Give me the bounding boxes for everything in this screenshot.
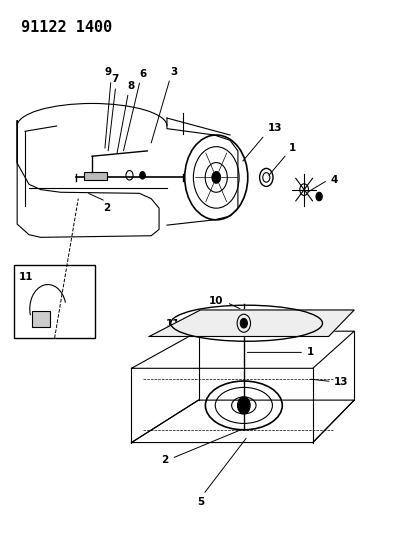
Text: 4: 4 [330, 174, 337, 184]
Text: 13: 13 [334, 376, 349, 386]
Text: 91122 1400: 91122 1400 [21, 20, 112, 35]
Text: 1: 1 [289, 142, 297, 152]
Polygon shape [149, 310, 354, 336]
Text: 3: 3 [170, 67, 178, 77]
Circle shape [140, 172, 145, 179]
Circle shape [237, 397, 250, 414]
Circle shape [212, 172, 221, 183]
Text: 1: 1 [306, 348, 314, 358]
Circle shape [240, 318, 247, 328]
Text: 7: 7 [112, 74, 119, 84]
Text: 11: 11 [19, 272, 34, 282]
Text: 2: 2 [161, 455, 169, 465]
Bar [32, 311, 50, 327]
Text: 6: 6 [140, 69, 147, 79]
Text: 10: 10 [209, 296, 224, 306]
Text: 2: 2 [103, 204, 111, 213]
Text: 12: 12 [322, 311, 337, 321]
Bar [84, 172, 107, 180]
Text: 13: 13 [268, 124, 282, 133]
Circle shape [316, 192, 322, 201]
Text: 8: 8 [128, 81, 135, 91]
Text: 5: 5 [198, 497, 205, 507]
Text: 11: 11 [166, 319, 181, 329]
Bar [14, 265, 95, 338]
Text: 9: 9 [105, 67, 112, 77]
